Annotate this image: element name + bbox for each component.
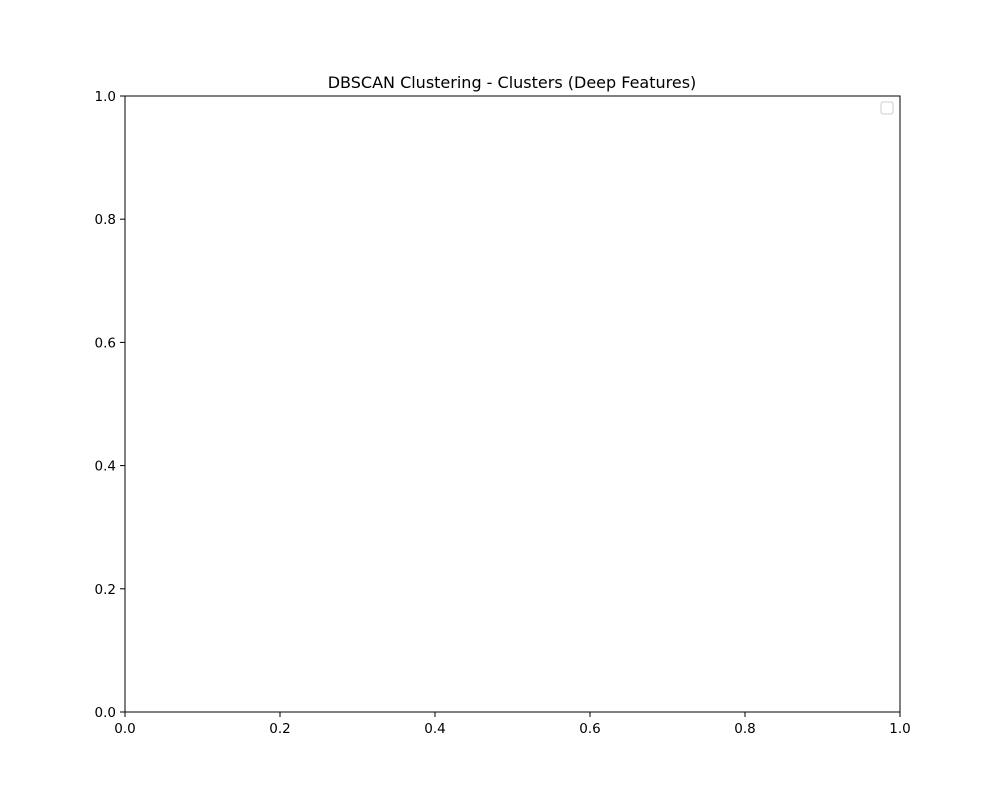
x-tick-label: 0.2 [269, 721, 290, 737]
x-tick-label: 0.6 [579, 721, 600, 737]
y-tick-label: 0.4 [95, 459, 116, 475]
x-tick-label: 0.4 [424, 721, 445, 737]
y-tick-label: 0.0 [95, 705, 116, 721]
x-tick-label: 0.8 [734, 721, 755, 737]
y-tick-label: 1.0 [95, 89, 116, 105]
legend-box [880, 101, 894, 115]
y-tick-label: 0.6 [95, 335, 116, 351]
x-tick-label: 1.0 [889, 721, 910, 737]
x-axis: 0.0 0.2 0.4 0.6 0.8 1.0 [114, 712, 911, 737]
y-tick-label: 0.8 [95, 212, 116, 228]
y-tick-label: 0.2 [95, 582, 116, 598]
x-tick-label: 0.0 [114, 721, 135, 737]
axes-frame [124, 95, 901, 713]
chart-title: DBSCAN Clustering - Clusters (Deep Featu… [328, 73, 697, 92]
y-axis: 0.0 0.2 0.4 0.6 0.8 1.0 [95, 89, 125, 721]
